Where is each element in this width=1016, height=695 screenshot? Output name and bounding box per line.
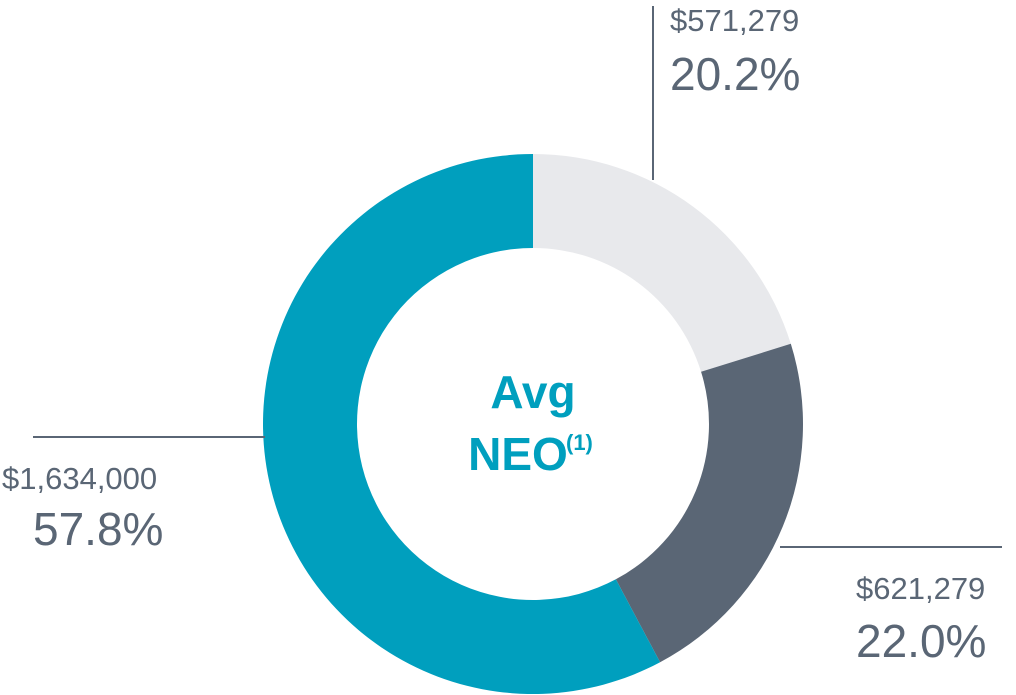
donut-slice-2 <box>615 343 803 663</box>
slice-1-amount-label: $571,279 <box>670 3 799 38</box>
donut-slice-3 <box>262 154 661 695</box>
slice-3-percent-label: 57.8% <box>33 503 163 555</box>
center-label-avg: Avg <box>490 366 575 418</box>
slice-2-percent-label: 22.0% <box>856 615 986 667</box>
slice-1-percent-label: 20.2% <box>670 48 800 100</box>
slice-2-amount-label: $621,279 <box>856 571 985 606</box>
center-label-footnote-marker: (1) <box>566 430 593 455</box>
donut-slice-1 <box>533 154 791 372</box>
donut-slices <box>262 154 803 695</box>
slice-3-amount-label: $1,634,000 <box>2 461 157 496</box>
center-label-neo: NEO <box>468 428 568 480</box>
